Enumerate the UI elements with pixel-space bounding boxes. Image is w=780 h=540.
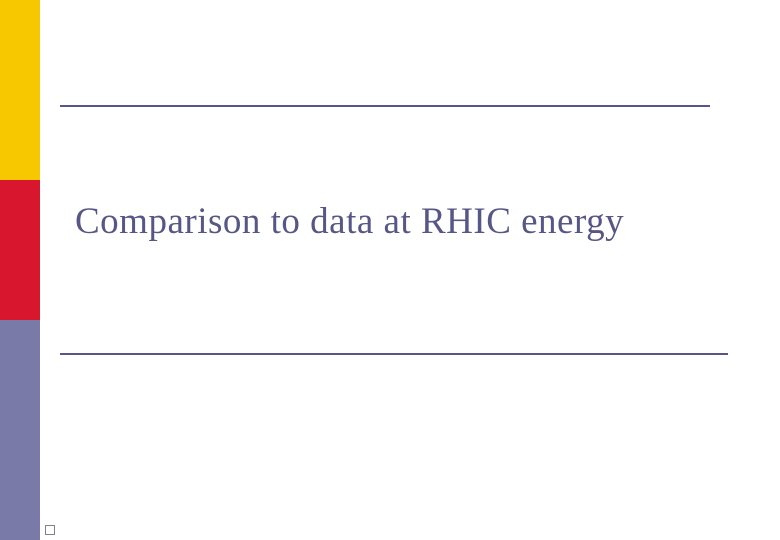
- sidebar-segment-yellow: [0, 0, 40, 180]
- bottom-rule: [60, 353, 728, 355]
- sidebar-color-strip: [0, 0, 40, 540]
- slide-title: Comparison to data at RHIC energy: [75, 200, 624, 243]
- sidebar-segment-purple: [0, 320, 40, 540]
- corner-square-marker: [45, 525, 55, 535]
- sidebar-segment-red: [0, 180, 40, 320]
- top-rule: [60, 105, 710, 107]
